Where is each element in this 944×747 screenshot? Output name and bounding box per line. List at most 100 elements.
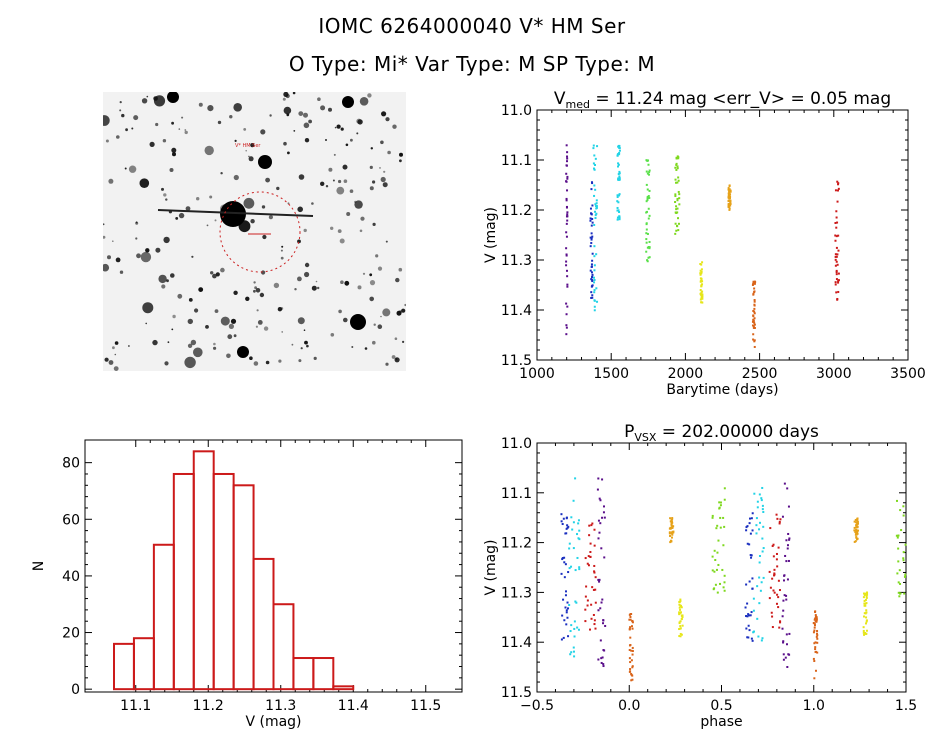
lightcurve-point: [699, 298, 702, 301]
star: [163, 236, 170, 244]
lightcurve-point: [752, 283, 755, 286]
lightcurve-point: [729, 190, 732, 193]
phased-point: [782, 641, 785, 644]
star: [379, 167, 381, 169]
star: [220, 267, 225, 273]
phased-point: [902, 559, 905, 562]
star: [140, 251, 152, 263]
phased-point: [782, 653, 785, 656]
star: [281, 331, 283, 333]
star: [394, 337, 398, 340]
lightcurve-point: [700, 285, 703, 288]
phased-point: [570, 624, 573, 627]
phased-xtick-label: 0.0: [618, 698, 640, 714]
star: [171, 121, 174, 125]
phased-point: [722, 586, 725, 589]
phased-point: [575, 601, 578, 604]
phased-point: [598, 580, 601, 583]
lightcurve-point: [618, 170, 621, 173]
phased-point: [723, 589, 726, 592]
phased-point: [787, 653, 790, 656]
phased-point: [756, 500, 759, 503]
phased-point: [671, 531, 674, 534]
star: [291, 343, 294, 346]
star: [105, 139, 109, 143]
phased-point: [897, 591, 900, 594]
lightcurve-point: [753, 310, 756, 313]
lightcurve-point: [591, 296, 594, 299]
star: [372, 180, 376, 184]
lightcurve-point: [674, 232, 677, 235]
histogram-bar: [113, 642, 135, 691]
star: [328, 107, 332, 112]
star: [354, 200, 357, 204]
lightcurve-point: [727, 188, 730, 191]
phased-point: [748, 522, 751, 525]
histogram-bar: [172, 472, 195, 691]
lightcurve-point: [591, 284, 594, 287]
phased-point: [773, 591, 776, 594]
lightcurve-point: [565, 180, 568, 183]
phased-ytick-label: 11.4: [501, 635, 532, 651]
phased-point: [897, 560, 900, 563]
phased-point: [785, 594, 788, 597]
phased-point: [598, 497, 601, 500]
star: [287, 151, 290, 155]
histogram-bar: [252, 557, 275, 691]
star: [269, 114, 272, 117]
phased-point: [865, 611, 868, 614]
phased-point: [584, 595, 587, 598]
phased-xlabel: phase: [700, 714, 742, 730]
lightcurve-point: [590, 263, 593, 266]
star: [298, 359, 302, 363]
phased-point: [755, 524, 758, 527]
phased-point: [680, 618, 683, 621]
phased-point: [601, 516, 604, 519]
lightcurve-point: [594, 210, 597, 213]
phased-point: [590, 617, 593, 620]
phased-point: [578, 529, 581, 532]
phased-point: [755, 517, 758, 520]
bright-star: [167, 91, 179, 103]
star: [268, 215, 273, 220]
bright-star: [220, 201, 246, 227]
phased-point: [855, 529, 858, 532]
phased-point: [785, 643, 788, 646]
phased-point: [862, 629, 865, 632]
lightcurve-point: [566, 275, 569, 278]
phased-point: [568, 567, 571, 570]
star: [102, 235, 106, 239]
lightcurve-point: [566, 219, 569, 222]
lightcurve-point: [618, 210, 621, 213]
phased-ytick-label: 11.2: [501, 536, 532, 552]
lightcurve-point: [618, 177, 621, 180]
phased-point: [563, 556, 566, 559]
lightcurve-point: [617, 163, 620, 166]
phased-point: [854, 529, 857, 532]
lightcurve-point: [590, 242, 593, 245]
lightcurve-point: [590, 213, 593, 216]
phased-point: [902, 551, 905, 554]
phased-point: [855, 521, 858, 524]
star: [372, 340, 376, 345]
star: [278, 359, 282, 363]
star: [261, 205, 266, 209]
phased-point: [785, 539, 788, 542]
phased-point: [758, 576, 761, 579]
lightcurve-point: [834, 234, 837, 237]
star: [303, 228, 307, 233]
phased-point: [723, 498, 726, 501]
lightcurve-point: [834, 283, 837, 286]
lightcurve-point: [596, 300, 599, 303]
phased-point: [772, 555, 775, 558]
phased-point: [586, 599, 589, 602]
lightcurve-point: [565, 333, 568, 336]
phased-point: [761, 486, 764, 489]
lightcurve-point: [674, 193, 677, 196]
phased-point: [719, 501, 722, 504]
lightcurve-point: [595, 202, 598, 205]
lightcurve-point: [617, 201, 620, 204]
lightcurve-point: [752, 292, 755, 295]
phased-point: [560, 513, 563, 516]
phased-point: [786, 578, 789, 581]
